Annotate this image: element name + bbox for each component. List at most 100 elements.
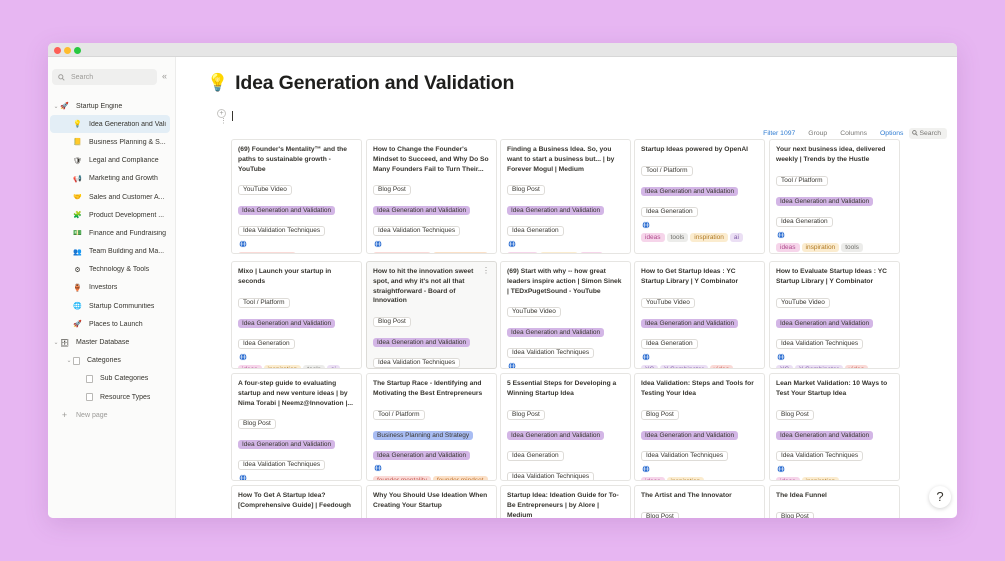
gallery-card[interactable]: Startup Idea: Ideation Guide for To-Be E…	[500, 485, 631, 518]
gallery-card[interactable]: Mixo | Launch your startup in seconds Too…	[231, 261, 362, 369]
gallery-card[interactable]: The Artist and The Innovator Blog Post	[634, 485, 765, 518]
category-tag: Idea Generation and Validation	[507, 328, 605, 338]
page-title[interactable]: Idea Generation and Validation	[235, 72, 515, 94]
gallery-card[interactable]: A four-step guide to evaluating startup …	[231, 373, 362, 481]
database-search-button[interactable]: Search	[909, 128, 947, 139]
collapse-sidebar-icon[interactable]: «	[162, 71, 168, 81]
columns-button[interactable]: Columns	[840, 130, 868, 137]
keyword-tag: ideas	[641, 232, 665, 242]
sidebar-item-categories[interactable]: ⌄ Categories	[48, 352, 176, 370]
chevron-down-icon[interactable]: ⌄	[66, 358, 72, 365]
sidebar-item-icon: 📒	[73, 139, 82, 147]
resource-type-tag: Blog Post	[373, 317, 411, 328]
sidebar-item-label: Technology & Tools	[89, 266, 150, 274]
tag-list: founder mentality	[238, 252, 355, 253]
resource-type-tag: Blog Post	[641, 409, 679, 420]
sidebar-item-icon: ⚙	[74, 266, 81, 274]
add-block-icon[interactable]: +	[217, 109, 226, 118]
gallery-card[interactable]: The Startup Race - Identifying and Motiv…	[366, 373, 497, 481]
gallery-card[interactable]: Lean Market Validation: 10 Ways to Test …	[769, 373, 900, 481]
keyword-tag: founder mindset	[432, 475, 488, 480]
main-content: 💡 Idea Generation and Validation + ⋮ Fil…	[177, 57, 957, 518]
sidebar-item-icon: 👥	[73, 248, 82, 256]
category-tag: Idea Generation and Validation	[507, 206, 605, 216]
sidebar-item-master-database[interactable]: ⌄ 🗄 Master Database	[48, 333, 176, 351]
maximize-window-button[interactable]	[74, 47, 81, 54]
group-button[interactable]: Group	[808, 130, 828, 137]
sidebar-item-label: Startup Communities	[89, 302, 155, 310]
gallery-card[interactable]: Finding a Business Idea. So, you want to…	[500, 139, 631, 254]
category-tag: Idea Generation and Validation	[776, 430, 874, 440]
filter-button[interactable]: Filter 1097	[763, 130, 795, 137]
sidebar-item-sub-categories[interactable]: Sub Categories	[48, 370, 176, 388]
sidebar-item-team-building-and-ma[interactable]: 👥 Team Building and Ma...	[48, 243, 176, 261]
sidebar-search[interactable]: Search	[52, 69, 157, 85]
sidebar-item-legal-and-compliance[interactable]: 🛡 Legal and Compliance	[48, 152, 176, 170]
sidebar-item-label: Startup Engine	[76, 102, 123, 110]
sidebar-item-startup-communities[interactable]: 🌐 Startup Communities	[48, 297, 176, 315]
close-window-button[interactable]	[54, 47, 61, 54]
help-button[interactable]: ?	[929, 486, 951, 508]
sidebar-item-product-development[interactable]: 🧩 Product Development ...	[48, 206, 176, 224]
gallery-card[interactable]: How to Evaluate Startup Ideas : YC Start…	[769, 261, 900, 369]
keyword-tag: tools	[303, 364, 325, 368]
gallery-card[interactable]: The Idea Funnel Blog Post	[769, 485, 900, 518]
subcategory-tag: Idea Validation Techniques	[373, 358, 461, 368]
card-title: Your next business idea, delivered weekl…	[776, 146, 886, 163]
sidebar-item-business-planning-s[interactable]: 📒 Business Planning & S...	[48, 133, 176, 151]
keyword-tag: inspiration	[666, 476, 705, 480]
sidebar-item-sales-and-customer-a[interactable]: 🤝 Sales and Customer A...	[48, 188, 176, 206]
globe-icon	[777, 352, 785, 361]
sidebar-item-idea-generation-and-vali[interactable]: 💡 Idea Generation and Vali	[50, 115, 170, 134]
gallery-card[interactable]: How to Get Startup Ideas : YC Startup Li…	[634, 261, 765, 369]
sidebar-item-label: Legal and Compliance	[89, 157, 159, 165]
sidebar-item-label: Idea Generation and Vali	[89, 120, 166, 128]
page-header: 💡 Idea Generation and Validation	[207, 72, 514, 94]
gallery-card[interactable]: (69) Founder's Mentality™ and the paths …	[231, 139, 362, 254]
gallery-card[interactable]: 5 Essential Steps for Developing a Winni…	[500, 373, 631, 481]
category-tag: Idea Generation and Validation	[238, 206, 336, 216]
gallery-card[interactable]: Idea Validation: Steps and Tools for Tes…	[634, 373, 765, 481]
sidebar-item-marketing-and-growth[interactable]: 📢 Marketing and Growth	[48, 170, 176, 188]
sidebar-item-technology-tools[interactable]: ⚙ Technology & Tools	[48, 261, 176, 279]
category-tag: Business Planning and Strategy	[373, 430, 474, 440]
options-button[interactable]: Options	[880, 130, 904, 137]
sidebar-item-finance-and-fundraising[interactable]: 💵 Finance and Fundraising	[48, 224, 176, 242]
keyword-tag: medium	[507, 252, 539, 253]
resource-type-tag: Blog Post	[776, 409, 814, 420]
sidebar-item-places-to-launch[interactable]: 🚀 Places to Launch	[48, 315, 176, 333]
gallery-card[interactable]: How to Change the Founder's Mindset to S…	[366, 139, 497, 254]
gallery-card[interactable]: (69) Start with why -- how great leaders…	[500, 261, 631, 369]
gallery-card[interactable]: Why You Should Use Ideation When Creatin…	[366, 485, 497, 518]
sidebar-item-startup-engine[interactable]: ⌄ 🚀 Startup Engine	[48, 97, 176, 115]
lightbulb-icon[interactable]: 💡	[207, 73, 229, 92]
card-title: The Idea Funnel	[776, 492, 827, 499]
chevron-down-icon[interactable]: ⌄	[53, 340, 59, 347]
sidebar-item-label: Business Planning & S...	[89, 138, 166, 146]
resource-type-tag: YouTube Video	[776, 297, 830, 308]
sidebar-item-investors[interactable]: 🏺 Investors	[48, 279, 176, 297]
resource-type-tag: Tool / Platform	[373, 409, 425, 420]
subcategory-tag: Idea Generation	[776, 216, 833, 227]
gallery-card[interactable]: How To Get A Startup Idea? [Comprehensiv…	[231, 485, 362, 518]
drag-handle-icon[interactable]: ⋮	[220, 118, 227, 125]
minimize-window-button[interactable]	[64, 47, 71, 54]
subcategory-tag: Idea Generation	[641, 206, 698, 217]
sidebar-item-label: Sub Categories	[100, 375, 149, 383]
card-title: 5 Essential Steps for Developing a Winni…	[507, 380, 617, 397]
more-options-icon[interactable]: ⋮	[482, 266, 490, 275]
sidebar-item-resource-types[interactable]: Resource Types	[48, 388, 176, 406]
gallery-card[interactable]: Your next business idea, delivered weekl…	[769, 139, 900, 254]
new-page-button[interactable]: + New page	[48, 406, 176, 424]
globe-icon	[374, 240, 382, 249]
gallery-card[interactable]: Startup Ideas powered by OpenAI Tool / Pl…	[634, 139, 765, 254]
sidebar-item-icon: 🌐	[73, 303, 82, 311]
gallery-card[interactable]: How to hit the innovation sweet spot, an…	[366, 261, 497, 369]
sidebar-item-icon: 💡	[73, 121, 82, 129]
chevron-down-icon[interactable]: ⌄	[53, 103, 59, 110]
keyword-tag: founder mentality	[373, 475, 431, 480]
keyword-tag: YC	[776, 364, 794, 368]
card-title: The Startup Race - Identifying and Motiv…	[373, 380, 483, 397]
resource-type-tag: YouTube Video	[641, 297, 695, 308]
